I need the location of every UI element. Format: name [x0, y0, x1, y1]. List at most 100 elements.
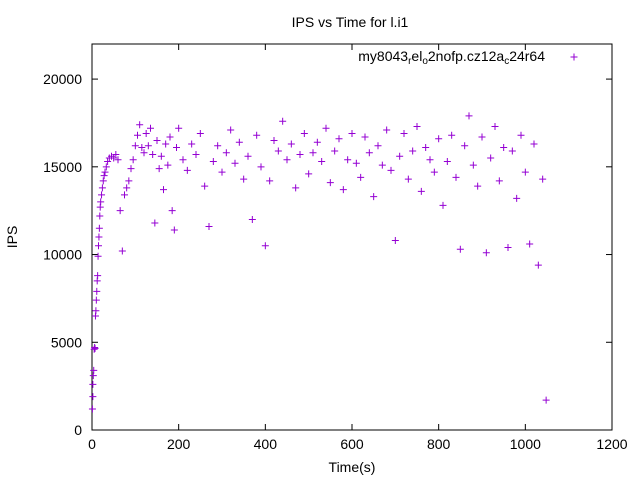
data-point	[482, 249, 490, 257]
data-point	[175, 124, 183, 132]
data-point	[97, 198, 105, 206]
x-tick-label: 800	[427, 436, 451, 452]
data-point	[361, 133, 369, 141]
x-axis-label: Time(s)	[329, 459, 376, 475]
data-point	[478, 133, 486, 141]
data-point	[417, 187, 425, 195]
data-point	[318, 158, 326, 166]
data-point	[136, 121, 144, 129]
legend-label-part: el	[411, 48, 422, 64]
data-point	[517, 131, 525, 139]
data-point	[378, 161, 386, 169]
legend-plus-marker	[570, 53, 578, 61]
data-point	[192, 151, 200, 159]
data-point	[283, 156, 291, 164]
data-point	[257, 163, 265, 171]
data-point	[526, 240, 534, 248]
data-point	[95, 242, 102, 250]
data-point	[491, 122, 499, 130]
data-point	[452, 173, 460, 181]
data-point	[400, 129, 408, 137]
data-point	[266, 177, 274, 185]
data-point	[101, 168, 109, 176]
data-point	[422, 144, 430, 152]
data-point	[274, 147, 282, 155]
data-point	[469, 161, 477, 169]
data-point	[344, 156, 352, 164]
y-tick-labels: 0 5000 10000 15000 20000	[43, 71, 82, 438]
legend-label-part: my8043	[358, 48, 408, 64]
data-point	[102, 163, 110, 171]
data-point	[125, 177, 133, 185]
data-point	[123, 184, 131, 192]
data-point	[98, 191, 106, 199]
data-point	[170, 226, 178, 234]
data-point	[248, 215, 256, 223]
data-point	[222, 149, 230, 157]
legend-marker-glyph	[570, 53, 578, 61]
y-axis-label: IPS	[4, 226, 20, 249]
data-point	[179, 156, 187, 164]
data-point	[465, 112, 473, 120]
data-point	[91, 344, 99, 352]
data-point	[118, 247, 126, 255]
legend-series-label: my8043relo2nofp.cz12ac24r64	[358, 48, 545, 67]
data-point	[149, 151, 157, 159]
data-point	[309, 149, 317, 157]
legend-label-subscript: o	[422, 56, 428, 67]
data-point	[296, 151, 304, 159]
data-point	[147, 124, 154, 132]
data-point	[162, 140, 170, 148]
y-tick-label: 0	[74, 422, 82, 438]
data-point	[100, 172, 108, 180]
y-tick-label: 10000	[43, 247, 82, 263]
data-point	[209, 158, 217, 166]
data-point	[370, 193, 378, 201]
data-point	[166, 133, 174, 141]
data-point	[95, 233, 103, 241]
legend-label-subscript: r	[408, 56, 412, 67]
data-point	[352, 159, 360, 167]
series-points	[88, 112, 550, 413]
data-point	[383, 126, 391, 134]
data-point	[114, 156, 122, 164]
data-point	[365, 149, 373, 157]
data-point	[387, 166, 395, 174]
data-point	[542, 396, 550, 404]
data-point	[95, 224, 103, 232]
data-point	[404, 175, 412, 183]
data-point	[339, 186, 347, 194]
data-point	[98, 184, 106, 192]
data-point	[196, 129, 204, 137]
data-point	[214, 142, 222, 150]
chart-title: IPS vs Time for l.i1	[292, 14, 409, 30]
data-point	[374, 142, 382, 150]
data-point	[140, 149, 148, 157]
data-point	[335, 135, 343, 143]
data-point	[270, 137, 278, 144]
data-point	[530, 140, 538, 148]
data-point	[201, 182, 209, 190]
data-point	[92, 307, 100, 315]
data-point	[227, 126, 235, 134]
data-point	[235, 138, 243, 146]
data-point	[164, 161, 172, 169]
x-tick-label: 200	[167, 436, 191, 452]
data-point	[521, 168, 529, 176]
data-point	[287, 140, 295, 148]
data-point	[495, 177, 503, 185]
data-point	[160, 186, 167, 194]
data-point	[244, 152, 252, 160]
data-point	[300, 129, 308, 137]
data-point	[391, 237, 399, 245]
data-point	[456, 245, 464, 253]
data-point	[539, 175, 547, 183]
data-point	[348, 129, 356, 137]
data-point	[443, 158, 451, 166]
data-point	[88, 405, 96, 413]
x-tick-label: 0	[88, 436, 96, 452]
x-tick-labels: 0 200 400 600 800 1000 1200	[88, 436, 628, 452]
data-point	[500, 144, 508, 152]
data-point	[326, 179, 334, 187]
data-point	[322, 124, 330, 132]
